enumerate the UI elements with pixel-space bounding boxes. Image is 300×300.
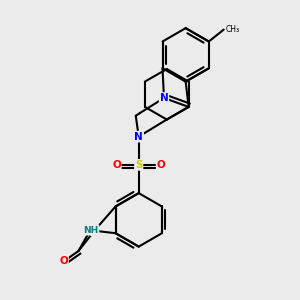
Text: S: S [135,160,142,170]
Text: O: O [157,160,165,170]
Text: O: O [59,256,68,266]
Text: N: N [134,132,143,142]
Text: N: N [160,93,168,103]
Text: S: S [91,225,98,235]
Text: NH: NH [83,226,98,235]
Text: CH₃: CH₃ [225,25,239,34]
Text: O: O [112,160,121,170]
